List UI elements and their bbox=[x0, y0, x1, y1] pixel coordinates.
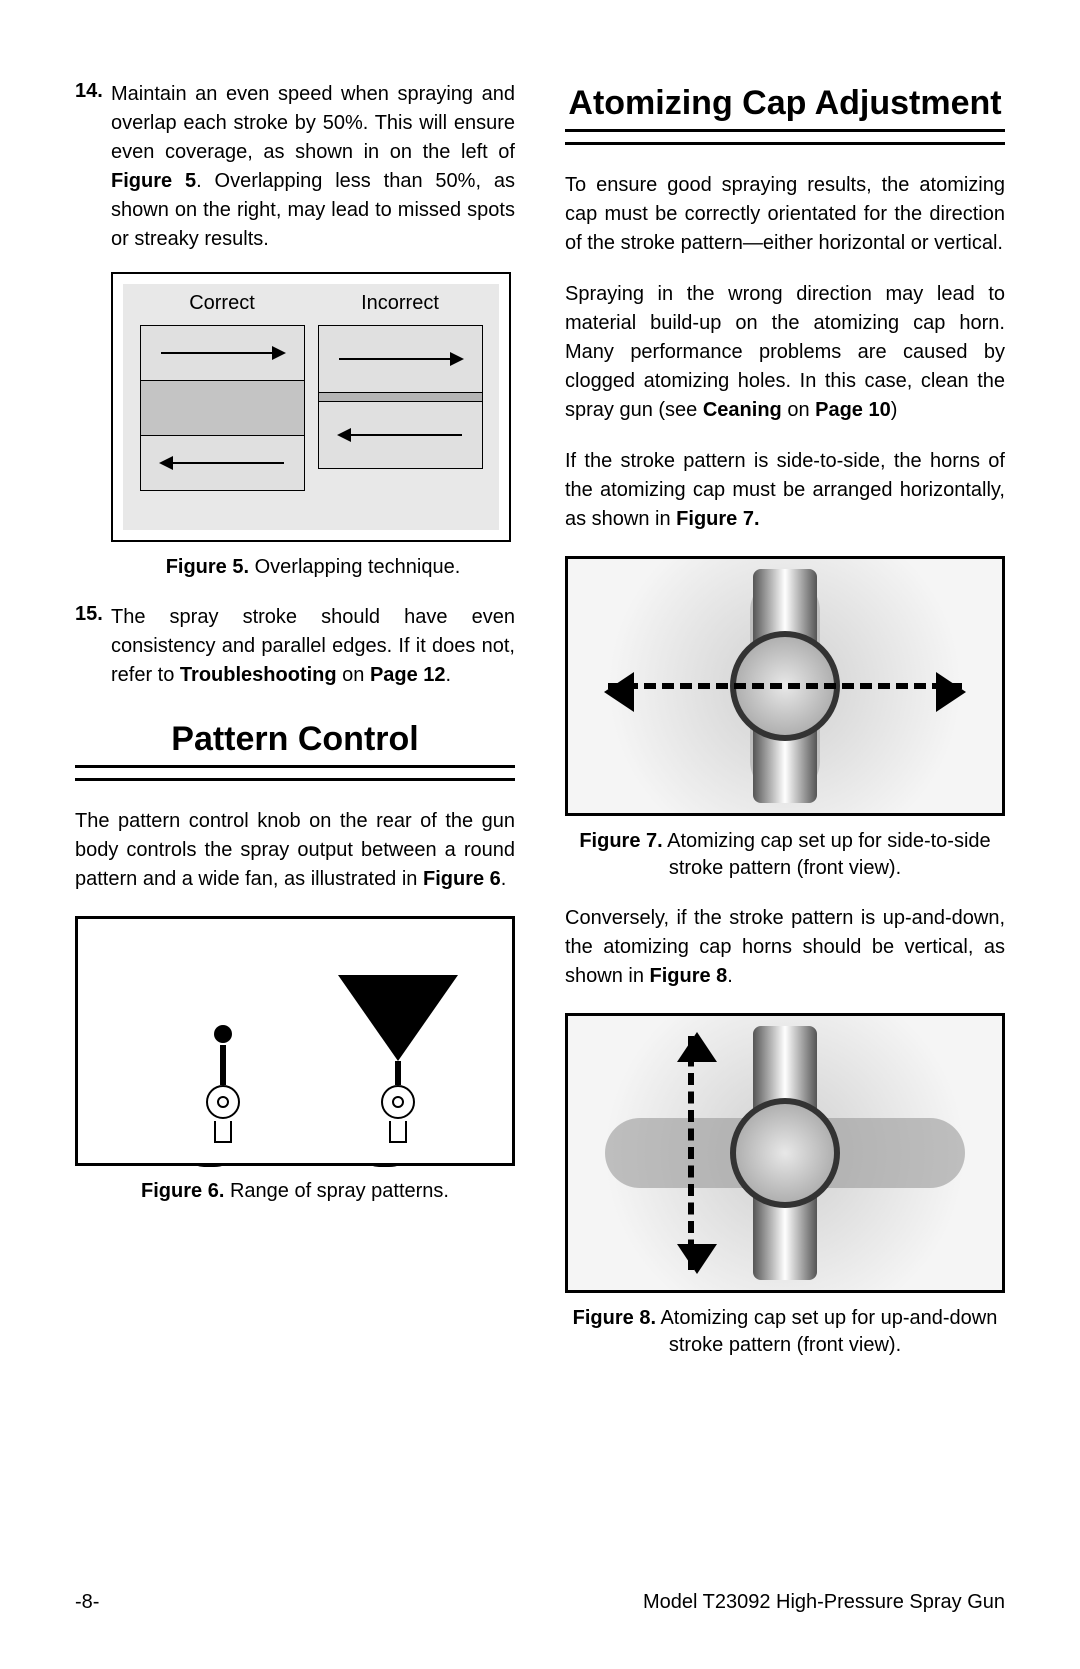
fan-spray-icon bbox=[338, 975, 458, 1061]
bold-ref: Page 12 bbox=[370, 664, 446, 686]
figure-5-incorrect: Incorrect bbox=[318, 292, 483, 522]
figure-7 bbox=[565, 556, 1005, 816]
spray-gun-fan-icon bbox=[338, 975, 458, 1143]
atomizing-p3: If the stroke pattern is side-to-side, t… bbox=[565, 447, 1005, 534]
figure-5-correct: Correct bbox=[140, 292, 305, 522]
figure-5-inner: Correct Incorrect bbox=[123, 284, 499, 530]
figure-ref: Figure 5 bbox=[111, 170, 196, 192]
pattern-paragraph: The pattern control knob on the rear of … bbox=[75, 807, 515, 894]
text: . bbox=[727, 965, 733, 987]
figure-ref: Figure 6 bbox=[423, 868, 501, 890]
incorrect-label: Incorrect bbox=[318, 292, 483, 315]
list-body: Maintain an even speed when spraying and… bbox=[111, 80, 515, 254]
gun-body-icon bbox=[206, 1085, 240, 1119]
rule bbox=[75, 778, 515, 781]
figure-5: Correct Incorrect bbox=[111, 272, 511, 542]
caption-text: Atomizing cap set up for up-and-down str… bbox=[656, 1307, 997, 1356]
nozzle-ring-icon bbox=[730, 1098, 840, 1208]
bold-ref: Troubleshooting bbox=[180, 664, 337, 686]
stroke-row bbox=[140, 435, 305, 491]
list-item-15: 15. The spray stroke should have even co… bbox=[75, 603, 515, 690]
caption-bold: Figure 5. bbox=[166, 556, 249, 578]
text: . bbox=[501, 868, 507, 890]
gun-neck bbox=[220, 1045, 226, 1085]
gun-handle bbox=[389, 1121, 407, 1143]
model-label: Model T23092 High-Pressure Spray Gun bbox=[643, 1591, 1005, 1614]
figure-6 bbox=[75, 916, 515, 1166]
stroke-row bbox=[140, 325, 305, 381]
rule bbox=[75, 765, 515, 768]
right-column: Atomizing Cap Adjustment To ensure good … bbox=[565, 80, 1005, 1550]
rule bbox=[565, 129, 1005, 132]
rule bbox=[565, 142, 1005, 145]
gun-body-wrap bbox=[198, 1085, 248, 1119]
figure-6-caption: Figure 6. Range of spray patterns. bbox=[75, 1180, 515, 1203]
gun-body-icon bbox=[381, 1085, 415, 1119]
atomizing-p1: To ensure good spraying results, the ato… bbox=[565, 171, 1005, 258]
text: If the stroke pattern is side-to-side, t… bbox=[565, 450, 1005, 530]
left-column: 14. Maintain an even speed when spraying… bbox=[75, 80, 515, 1550]
text: ) bbox=[891, 399, 898, 421]
figure-ref: Figure 7. bbox=[676, 508, 759, 530]
list-number: 15. bbox=[75, 603, 111, 690]
list-body: The spray stroke should have even consis… bbox=[111, 603, 515, 690]
arrow-left-icon bbox=[161, 462, 284, 464]
stroke-row bbox=[318, 401, 483, 469]
figure-5-caption: Figure 5. Overlapping technique. bbox=[111, 556, 515, 579]
vertical-arrow-icon bbox=[688, 1036, 694, 1270]
figure-8-caption: Figure 8. Atomizing cap set up for up-an… bbox=[565, 1305, 1005, 1359]
figure-8 bbox=[565, 1013, 1005, 1293]
caption-text: Atomizing cap set up for side-to-side st… bbox=[663, 830, 991, 879]
caption-text: Overlapping technique. bbox=[249, 556, 460, 578]
text: on bbox=[337, 664, 370, 686]
figure-ref: Figure 8 bbox=[650, 965, 728, 987]
bold-ref: Ceaning bbox=[703, 399, 782, 421]
bold-ref: Page 10 bbox=[815, 399, 891, 421]
correct-label: Correct bbox=[140, 292, 305, 315]
gun-neck bbox=[395, 1061, 401, 1085]
round-spray-icon bbox=[214, 1025, 232, 1043]
caption-bold: Figure 8. bbox=[573, 1307, 656, 1329]
page-content: 14. Maintain an even speed when spraying… bbox=[75, 80, 1005, 1550]
figure-7-caption: Figure 7. Atomizing cap set up for side-… bbox=[565, 828, 1005, 882]
atomizing-p2: Spraying in the wrong direction may lead… bbox=[565, 280, 1005, 425]
arrow-right-icon bbox=[161, 352, 284, 354]
text: on bbox=[782, 399, 815, 421]
caption-bold: Figure 6. bbox=[141, 1180, 224, 1202]
arrow-left-icon bbox=[339, 434, 462, 436]
section-heading-atomizing: Atomizing Cap Adjustment bbox=[565, 84, 1005, 123]
atomizing-p4: Conversely, if the stroke pattern is up-… bbox=[565, 904, 1005, 991]
spray-gun-round-icon bbox=[198, 1025, 248, 1143]
page-footer: -8- Model T23092 High-Pressure Spray Gun bbox=[75, 1591, 1005, 1614]
gun-handle bbox=[214, 1121, 232, 1143]
arrow-right-icon bbox=[339, 358, 462, 360]
section-heading-pattern-control: Pattern Control bbox=[75, 720, 515, 759]
list-item-14: 14. Maintain an even speed when spraying… bbox=[75, 80, 515, 254]
page-number: -8- bbox=[75, 1591, 99, 1614]
caption-text: Range of spray patterns. bbox=[224, 1180, 449, 1202]
caption-bold: Figure 7. bbox=[579, 830, 662, 852]
horizontal-arrow-icon bbox=[608, 683, 962, 689]
text: . bbox=[446, 664, 452, 686]
list-number: 14. bbox=[75, 80, 111, 254]
stroke-overlap bbox=[140, 380, 305, 436]
gun-body-wrap bbox=[373, 1085, 423, 1119]
stroke-row bbox=[318, 325, 483, 393]
text: Maintain an even speed when spraying and… bbox=[111, 83, 515, 163]
text: Conversely, if the stroke pattern is up-… bbox=[565, 907, 1005, 987]
